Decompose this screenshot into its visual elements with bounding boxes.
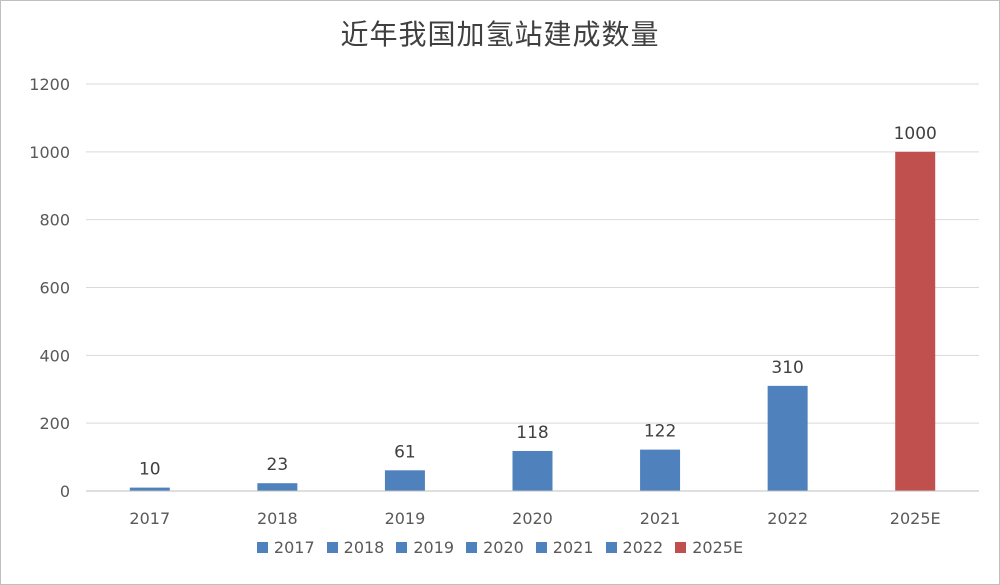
bar	[129, 487, 170, 491]
legend-label: 2025E	[692, 538, 744, 557]
legend-swatch	[256, 542, 268, 553]
x-tick-label: 2020	[512, 509, 553, 528]
data-label: 23	[267, 455, 289, 475]
bar	[640, 449, 681, 491]
legend-label: 2021	[552, 538, 594, 557]
x-tick-label: 2019	[385, 509, 426, 528]
legend-item: 2017	[256, 538, 315, 557]
legend-label: 2018	[343, 538, 385, 557]
x-tick-label: 2025E	[890, 509, 941, 528]
bar	[895, 151, 936, 492]
data-label: 310	[771, 358, 803, 378]
legend-swatch	[675, 542, 687, 553]
bar	[512, 450, 553, 491]
data-label: 1000	[894, 124, 937, 144]
y-tick-label: 1000	[29, 143, 70, 162]
bar	[767, 385, 808, 491]
x-tick-label: 2021	[640, 509, 681, 528]
legend-item: 2020	[466, 538, 524, 557]
y-tick-label: 200	[39, 414, 70, 433]
legend-label: 2022	[622, 538, 664, 557]
data-label: 10	[139, 460, 161, 480]
chart-title: 近年我国加氢站建成数量	[340, 18, 660, 51]
legend-swatch	[326, 542, 338, 553]
legend-label: 2020	[483, 538, 524, 557]
legend-swatch	[396, 542, 408, 553]
legend-swatch	[466, 542, 478, 553]
bar	[257, 483, 298, 491]
y-tick-label: 1200	[29, 75, 70, 94]
legend-item: 2019	[396, 538, 454, 557]
legend-item: 2021	[535, 538, 594, 557]
data-label: 61	[394, 442, 416, 462]
data-label: 122	[644, 422, 676, 442]
legend-swatch	[535, 542, 547, 553]
y-tick-label: 800	[39, 211, 70, 230]
data-label: 118	[516, 423, 548, 443]
legend-label: 2017	[273, 538, 315, 557]
y-tick-label: 600	[39, 279, 70, 298]
legend-item: 2018	[326, 538, 385, 557]
legend-swatch	[605, 542, 617, 553]
x-tick-label: 2018	[257, 509, 298, 528]
bar	[384, 470, 425, 491]
x-tick-label: 2022	[767, 509, 808, 528]
y-tick-label: 0	[60, 482, 70, 501]
legend-label: 2019	[413, 538, 455, 557]
legend-item: 2022	[605, 538, 664, 557]
legend-item: 2025E	[675, 538, 743, 557]
x-tick-label: 2017	[129, 509, 170, 528]
y-tick-label: 400	[39, 346, 70, 365]
chart-legend: 2017 2018 2019 2020 2021 2022 2025E	[1, 538, 999, 557]
